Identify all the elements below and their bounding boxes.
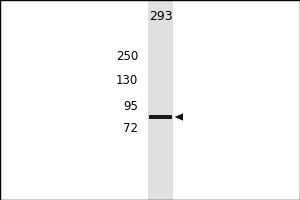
Bar	[149, 115, 172, 119]
Polygon shape	[175, 113, 183, 121]
Text: 72: 72	[123, 122, 138, 136]
Text: 293: 293	[149, 10, 172, 23]
Text: 130: 130	[116, 73, 138, 86]
Text: 95: 95	[123, 100, 138, 114]
Bar	[148, 0, 173, 200]
Text: 250: 250	[116, 49, 138, 62]
